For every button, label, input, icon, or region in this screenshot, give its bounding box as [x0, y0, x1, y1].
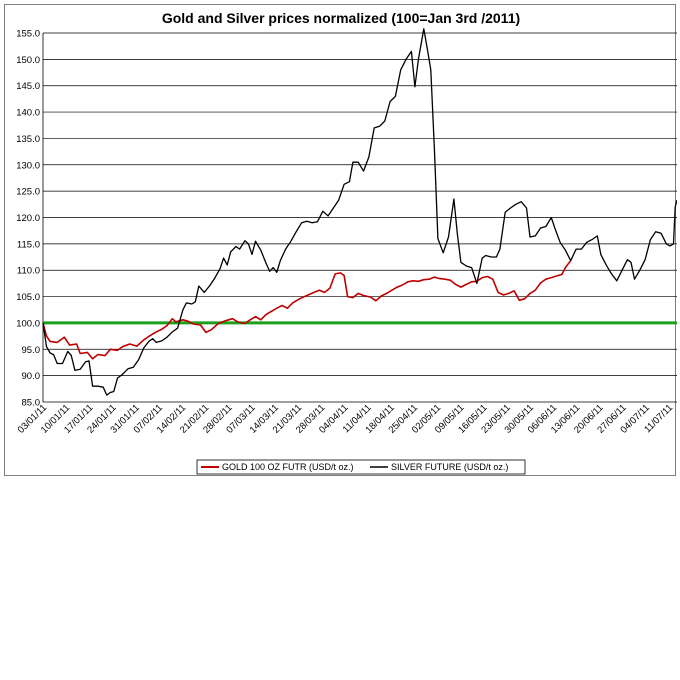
legend-label-gold: GOLD 100 OZ FUTR (USD/t oz.): [222, 462, 354, 472]
legend: GOLD 100 OZ FUTR (USD/t oz.) SILVER FUTU…: [196, 459, 526, 475]
legend-box: [196, 459, 526, 475]
x-axis-ticks: 03/01/1110/01/1117/01/1124/01/1131/01/11…: [16, 402, 675, 435]
line-chart: Gold and Silver prices normalized (100=J…: [16, 10, 677, 475]
chart-frame: Gold and Silver prices normalized (100=J…: [4, 4, 677, 476]
y-tick-label: 140.0: [16, 108, 40, 119]
y-tick-label: 100.0: [16, 318, 40, 329]
gridlines: [42, 32, 677, 403]
y-tick-label: 105.0: [16, 292, 40, 303]
series-line-silver: [42, 28, 677, 396]
y-tick-label: 130.0: [16, 160, 40, 171]
y-tick-label: 135.0: [16, 134, 40, 145]
chart-title: Gold and Silver prices normalized (100=J…: [162, 10, 520, 26]
y-tick-label: 145.0: [16, 81, 40, 92]
y-tick-label: 125.0: [16, 187, 40, 198]
y-tick-label: 90.0: [22, 371, 41, 382]
y-tick-label: 155.0: [16, 29, 40, 40]
y-axis-ticks: 85.0 90.0 95.0 100.0 105.0 110.0 115.0 120.0 125…: [16, 29, 40, 409]
y-tick-label: 150.0: [16, 55, 40, 66]
series-line-gold: [42, 260, 572, 360]
y-tick-label: 110.0: [17, 266, 40, 277]
legend-label-silver: SILVER FUTURE (USD/t oz.): [391, 462, 508, 472]
series-group: [42, 28, 677, 396]
y-tick-label: 85.0: [22, 398, 41, 409]
y-tick-label: 115.0: [17, 239, 40, 250]
y-tick-label: 95.0: [22, 345, 41, 356]
y-tick-label: 120.0: [16, 213, 40, 224]
